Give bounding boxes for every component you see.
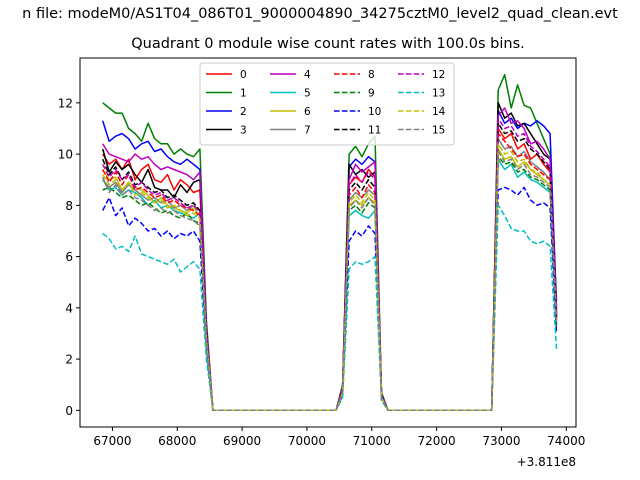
x-offset-label: +3.811e8 [517, 455, 576, 469]
plot-frame [79, 57, 577, 428]
series-line-12 [102, 117, 558, 412]
legend-label-2: 2 [240, 106, 247, 118]
legend-label-1: 1 [240, 88, 247, 100]
legend-label-6: 6 [304, 106, 311, 118]
figure-suptitle: n file: modeM0/AS1T04_086T01_9000004890_… [22, 6, 618, 22]
legend-label-9: 9 [368, 88, 375, 100]
legend-frame [199, 62, 455, 146]
series-line-4 [102, 107, 558, 412]
x-axis: 67000 68000 69000 70000 71000 72000 73000 74000 [93, 427, 585, 448]
series-line-13 [102, 204, 558, 412]
x-tick-label: 68000 [158, 434, 196, 448]
series-line-0 [102, 127, 558, 412]
chart-title: Quadrant 0 module wise count rates with … [131, 36, 525, 52]
x-tick-label: 69000 [223, 434, 261, 448]
x-tick-label: 73000 [482, 434, 520, 448]
legend-label-7: 7 [304, 125, 311, 137]
series-line-7 [102, 137, 558, 412]
legend-label-5: 5 [304, 88, 311, 100]
series-line-5 [102, 158, 558, 412]
x-tick-label: 72000 [418, 434, 456, 448]
legend-label-10: 10 [368, 106, 381, 118]
x-tick-label: 67000 [93, 434, 131, 448]
legend-label-12: 12 [432, 69, 445, 81]
series-line-14 [102, 143, 558, 412]
legend-label-0: 0 [240, 69, 247, 81]
series-line-11 [102, 122, 558, 412]
y-tick-label: 0 [65, 404, 73, 418]
series-line-10 [102, 186, 558, 412]
y-tick-label: 8 [65, 199, 73, 213]
legend-label-8: 8 [368, 69, 375, 81]
plot-lines [101, 73, 558, 412]
y-tick-label: 10 [58, 148, 73, 162]
legend-label-11: 11 [368, 125, 381, 137]
series-line-8 [102, 132, 558, 412]
y-axis: 0 2 4 6 8 10 12 [58, 96, 80, 418]
series-line-6 [102, 148, 558, 412]
legend-label-3: 3 [240, 125, 247, 137]
legend-label-4: 4 [304, 69, 311, 81]
y-tick-label: 4 [65, 301, 73, 315]
series-line-2 [101, 109, 558, 412]
legend-label-14: 14 [432, 106, 446, 118]
series-line-15 [102, 150, 558, 412]
legend-label-15: 15 [432, 125, 445, 137]
x-tick-label: 71000 [353, 434, 391, 448]
x-tick-label: 70000 [288, 434, 326, 448]
legend-label-13: 13 [432, 88, 445, 100]
y-tick-label: 2 [65, 353, 73, 367]
y-tick-label: 12 [58, 96, 73, 110]
x-tick-label: 74000 [547, 434, 585, 448]
y-tick-label: 6 [65, 250, 73, 264]
